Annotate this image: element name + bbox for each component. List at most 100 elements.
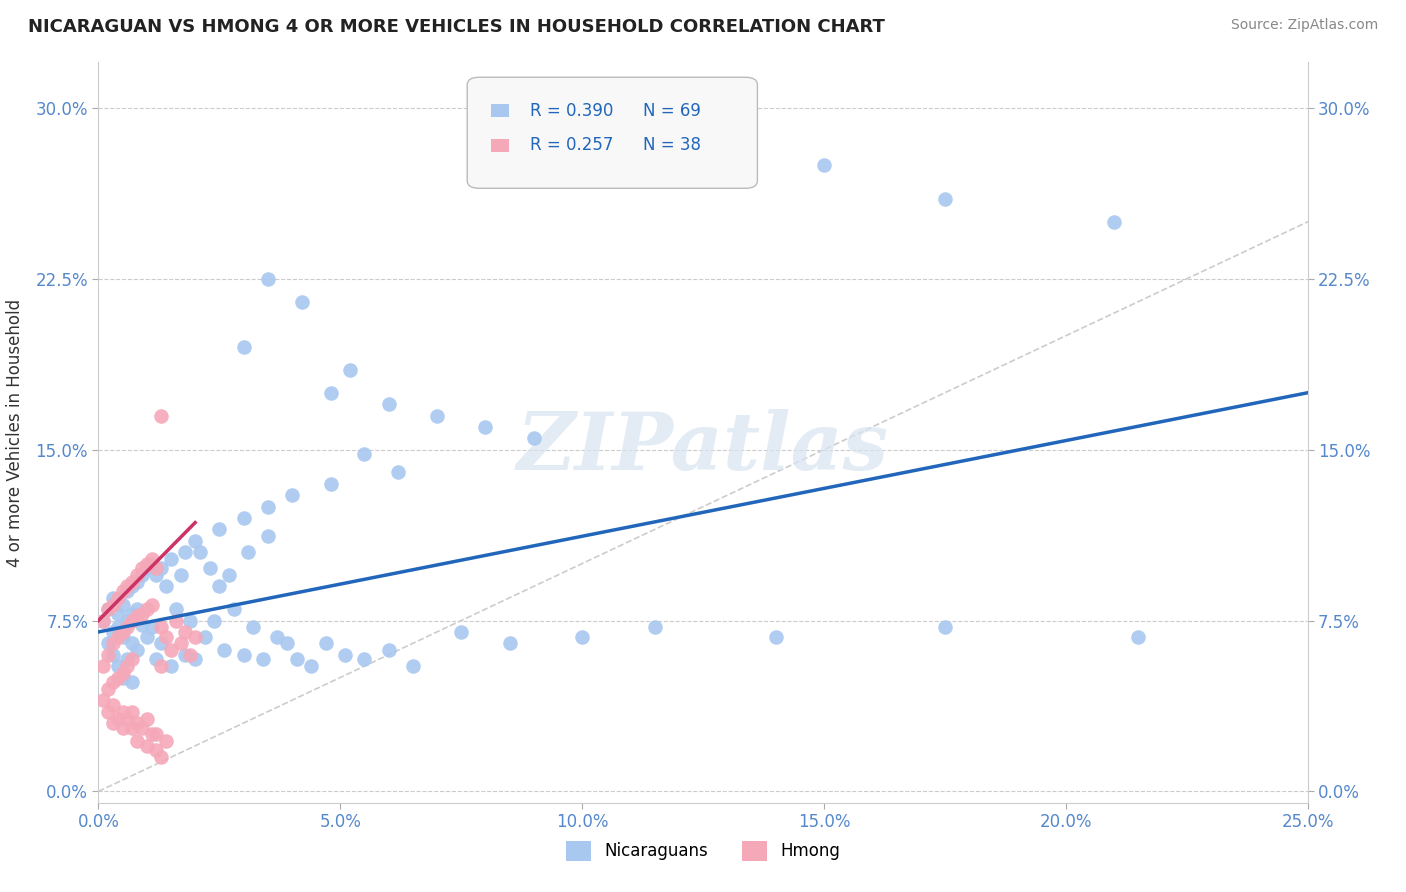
Point	[204, 614, 226, 628]
Point	[135, 561, 157, 575]
Point	[145, 561, 167, 575]
Point	[127, 643, 149, 657]
Point	[121, 705, 143, 719]
Y-axis label: 4 or more Vehicles in Household: 4 or more Vehicles in Household	[6, 299, 24, 566]
Point	[450, 624, 472, 639]
FancyBboxPatch shape	[492, 103, 509, 117]
Point	[319, 476, 342, 491]
Point	[198, 561, 221, 575]
Point	[135, 630, 157, 644]
Point	[208, 579, 231, 593]
Point	[141, 598, 163, 612]
Point	[290, 294, 312, 309]
Point	[276, 636, 298, 650]
Point	[155, 630, 177, 644]
Point	[934, 620, 956, 634]
Point	[212, 643, 235, 657]
Point	[135, 712, 157, 726]
Point	[121, 607, 143, 621]
Point	[107, 620, 129, 634]
Point	[252, 652, 274, 666]
Point	[232, 340, 254, 354]
Point	[111, 598, 134, 612]
Point	[402, 659, 425, 673]
Point	[174, 624, 197, 639]
Point	[91, 614, 114, 628]
Point	[150, 561, 173, 575]
Point	[155, 734, 177, 748]
Point	[165, 614, 187, 628]
Point	[571, 630, 593, 644]
Point	[169, 636, 191, 650]
Point	[184, 533, 207, 548]
Point	[145, 652, 167, 666]
Point	[117, 614, 139, 628]
Point	[184, 630, 207, 644]
Point	[813, 158, 835, 172]
Point	[135, 602, 157, 616]
Point	[218, 568, 240, 582]
Point	[387, 466, 409, 480]
Point	[111, 630, 134, 644]
Text: N = 38: N = 38	[643, 136, 700, 154]
Point	[353, 652, 375, 666]
Point	[117, 652, 139, 666]
Point	[107, 671, 129, 685]
Legend: Nicaraguans, Hmong: Nicaraguans, Hmong	[567, 841, 839, 861]
Point	[232, 648, 254, 662]
Point	[194, 630, 217, 644]
Point	[160, 552, 183, 566]
Point	[765, 630, 787, 644]
Point	[111, 583, 134, 598]
Text: R = 0.257: R = 0.257	[530, 136, 613, 154]
Point	[121, 652, 143, 666]
Point	[145, 727, 167, 741]
Point	[101, 675, 124, 690]
Point	[117, 579, 139, 593]
Point	[141, 552, 163, 566]
Point	[242, 620, 264, 634]
Point	[117, 712, 139, 726]
Point	[117, 583, 139, 598]
FancyBboxPatch shape	[492, 138, 509, 152]
Point	[266, 630, 288, 644]
Point	[121, 721, 143, 735]
Point	[523, 431, 546, 445]
Point	[101, 648, 124, 662]
Point	[101, 591, 124, 605]
Point	[127, 734, 149, 748]
Point	[121, 636, 143, 650]
Point	[127, 568, 149, 582]
Point	[174, 648, 197, 662]
Point	[141, 727, 163, 741]
Point	[131, 721, 153, 735]
Point	[97, 648, 120, 662]
Point	[107, 659, 129, 673]
Point	[426, 409, 449, 423]
Point	[238, 545, 260, 559]
Point	[232, 511, 254, 525]
Point	[141, 620, 163, 634]
Point	[117, 620, 139, 634]
Point	[97, 681, 120, 696]
Point	[644, 620, 666, 634]
Point	[127, 574, 149, 589]
Point	[150, 620, 173, 634]
Point	[121, 574, 143, 589]
Point	[474, 420, 496, 434]
Point	[121, 614, 143, 628]
Point	[97, 705, 120, 719]
Text: Source: ZipAtlas.com: Source: ZipAtlas.com	[1230, 18, 1378, 32]
Point	[498, 636, 520, 650]
Point	[91, 693, 114, 707]
Point	[150, 409, 173, 423]
Point	[101, 636, 124, 650]
Point	[145, 743, 167, 757]
Point	[160, 643, 183, 657]
Point	[319, 385, 342, 400]
Point	[117, 659, 139, 673]
Point	[377, 397, 399, 411]
Point	[150, 659, 173, 673]
Point	[150, 636, 173, 650]
Point	[107, 630, 129, 644]
